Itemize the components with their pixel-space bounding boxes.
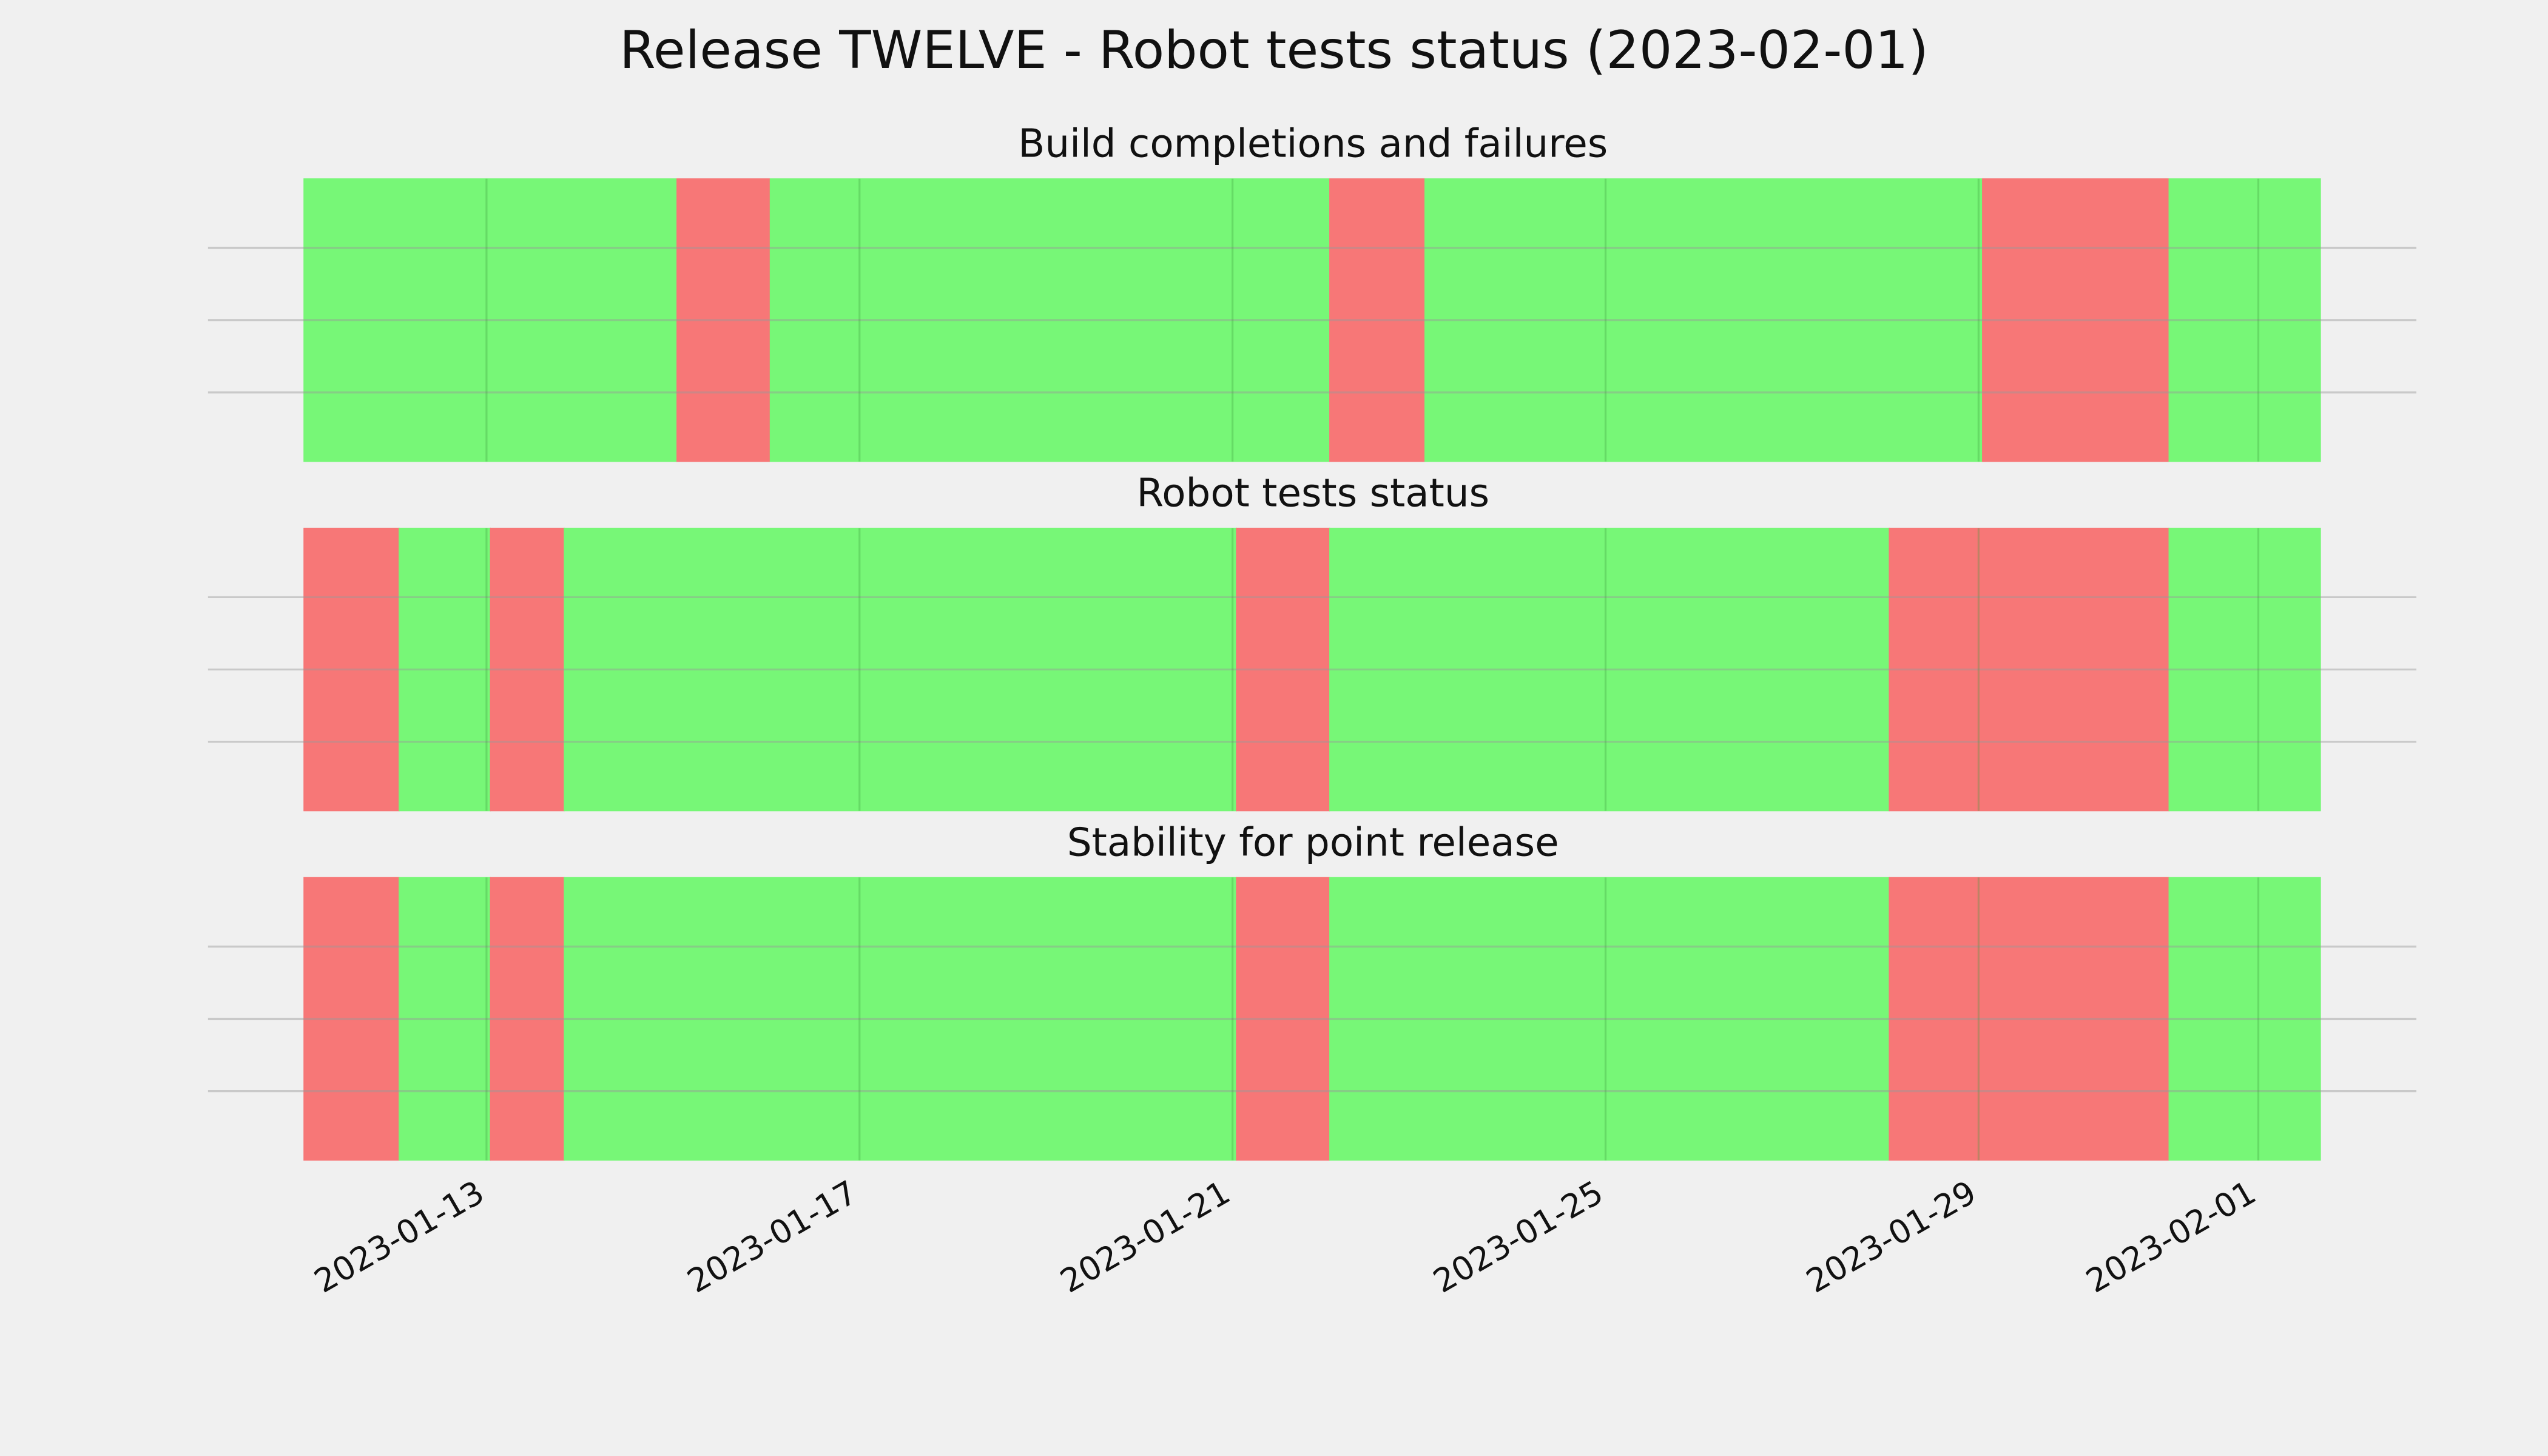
status-segment <box>399 527 491 812</box>
status-segment <box>303 178 678 462</box>
status-segment <box>564 527 1237 812</box>
status-segment <box>1329 877 1890 1161</box>
status-segment <box>303 527 400 812</box>
status-segment <box>2168 877 2321 1161</box>
status-segment <box>490 877 565 1161</box>
status-segment <box>1236 527 1330 812</box>
status-segment <box>1329 527 1890 812</box>
status-segment <box>1424 178 1983 462</box>
panel-title: Robot tests status <box>1136 471 1489 516</box>
status-segment <box>1889 877 2169 1161</box>
status-segment <box>2168 527 2321 812</box>
status-segment <box>303 877 400 1161</box>
status-segment <box>490 527 565 812</box>
status-segment <box>676 178 771 462</box>
status-segment <box>1889 527 2169 812</box>
status-segment <box>769 178 1330 462</box>
status-segment <box>1982 178 2169 462</box>
panel-title: Build completions and failures <box>1018 121 1608 167</box>
status-segment <box>1236 877 1330 1161</box>
status-segment <box>2168 178 2321 462</box>
status-segment <box>399 877 491 1161</box>
chart-title: Release TWELVE - Robot tests status (202… <box>619 20 1929 81</box>
status-segment <box>1329 178 1426 462</box>
panel-title: Stability for point release <box>1067 820 1559 865</box>
status-segment <box>564 877 1237 1161</box>
